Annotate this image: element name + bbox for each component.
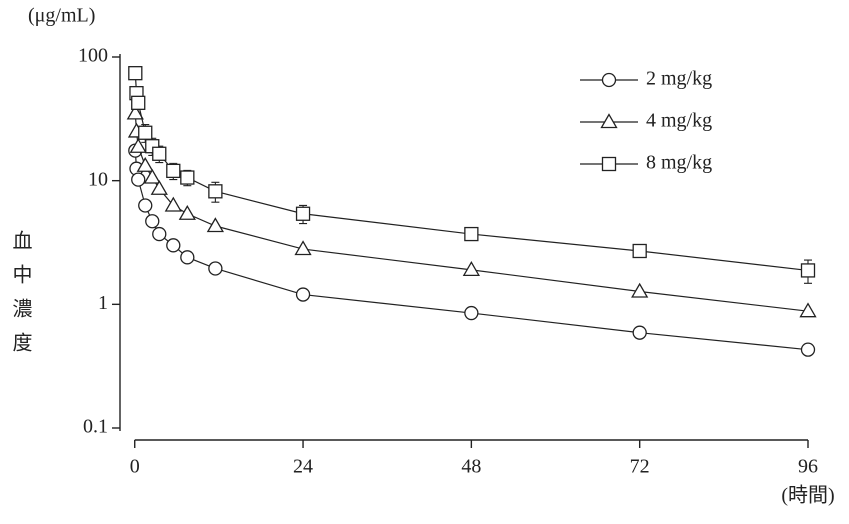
data-point [180, 170, 195, 185]
legend-marker [601, 72, 617, 88]
data-point [145, 214, 160, 229]
data-point [178, 204, 196, 220]
data-point [632, 325, 647, 340]
data-point [136, 156, 154, 172]
data-point [180, 250, 195, 265]
data-point [129, 137, 147, 153]
data-point [208, 184, 223, 199]
data-point [800, 263, 816, 278]
data-point [128, 66, 143, 81]
y-axis-label: 血中濃度 [9, 230, 32, 366]
series-line [134, 113, 809, 312]
data-point [464, 226, 479, 242]
legend-label: 4 mg/kg [646, 110, 712, 132]
data-point [166, 238, 181, 253]
data-point [632, 243, 647, 259]
legend-marker [601, 156, 617, 172]
data-point [206, 217, 225, 233]
x-tick-label: 96 [798, 456, 818, 478]
data-point [208, 261, 223, 276]
data-point [799, 302, 817, 318]
x-tick-label: 24 [293, 456, 313, 478]
data-point [143, 168, 161, 184]
data-point [462, 261, 480, 277]
data-point [152, 146, 167, 161]
data-point [150, 179, 168, 195]
data-point [126, 104, 144, 120]
legend-label: 8 mg/kg [646, 152, 712, 174]
data-point [152, 226, 167, 242]
data-point [131, 95, 146, 110]
y-tick-label: 10 [88, 168, 108, 190]
data-point [138, 125, 153, 140]
data-point [295, 287, 311, 302]
y-unit: (μg/mL) [28, 5, 95, 27]
data-point [631, 282, 649, 298]
data-point [464, 305, 479, 321]
data-point [295, 206, 311, 221]
data-point [166, 163, 181, 179]
x-unit: (時間) [781, 484, 834, 507]
data-point [131, 172, 146, 187]
x-tick-label: 0 [130, 456, 140, 478]
data-point [138, 198, 153, 213]
x-tick-label: 48 [461, 456, 481, 478]
y-tick-label: 1 [98, 292, 108, 314]
y-tick-label: 100 [78, 45, 108, 67]
data-point [800, 342, 816, 357]
legend-label: 2 mg/kg [646, 68, 712, 90]
y-tick-label: 0.1 [83, 416, 108, 438]
x-tick-label: 72 [630, 456, 650, 478]
data-point [294, 240, 312, 256]
data-point [164, 196, 182, 212]
legend-marker [600, 113, 618, 129]
